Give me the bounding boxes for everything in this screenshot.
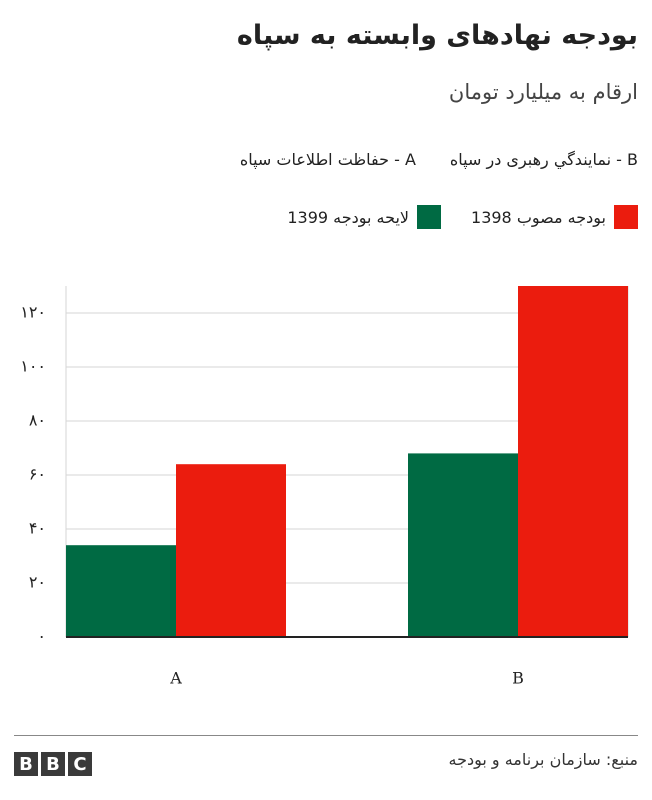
y-tick-label: ۲۰ [29, 573, 46, 592]
y-tick-label: ۱۲۰ [20, 303, 46, 322]
chart-subtitle: ارقام به میلیارد تومان [448, 80, 638, 104]
annotations: B - نمایندگي رهبری در سپاه A - حفاظت اطل… [240, 150, 638, 169]
chart: ۰ ۲۰ ۴۰ ۶۰ ۸۰ ۱۰۰ ۱۲۰ A B [20, 286, 629, 688]
bar [408, 453, 518, 637]
legend-label: لایحه بودجه 1399 [287, 207, 410, 227]
bar [176, 464, 286, 637]
x-tick-label: B [512, 669, 524, 688]
legend: بودجه مصوب 1398 لایحه بودجه 1399 [287, 205, 638, 229]
legend-item: لایحه بودجه 1399 [287, 205, 442, 229]
y-tick-label: ۴۰ [29, 519, 46, 538]
y-tick-label: ۰ [37, 627, 46, 646]
legend-swatch [417, 205, 442, 229]
y-tick-label: ۱۰۰ [20, 357, 46, 376]
logo: B B C [14, 752, 92, 776]
y-tick-label: ۶۰ [29, 465, 46, 484]
chart-title: بودجه نهادهای وابسته به سپاه [236, 20, 638, 51]
annotation: A - حفاظت اطلاعات سپاه [239, 150, 416, 169]
legend-swatch [614, 205, 638, 229]
legend-label: بودجه مصوب 1398 [471, 207, 606, 227]
y-tick-label: ۸۰ [29, 411, 46, 430]
legend-item: بودجه مصوب 1398 [471, 205, 638, 229]
x-tick-label: A [169, 669, 182, 688]
bar [66, 545, 176, 637]
logo-letter: C [68, 752, 92, 776]
annotation: B - نمایندگي رهبری در سپاه [449, 150, 638, 169]
bar [518, 286, 628, 637]
divider [14, 735, 638, 736]
logo-letter: B [41, 752, 65, 776]
logo-letter: B [14, 752, 38, 776]
source: منبع: سازمان برنامه و بودجه [448, 750, 638, 769]
